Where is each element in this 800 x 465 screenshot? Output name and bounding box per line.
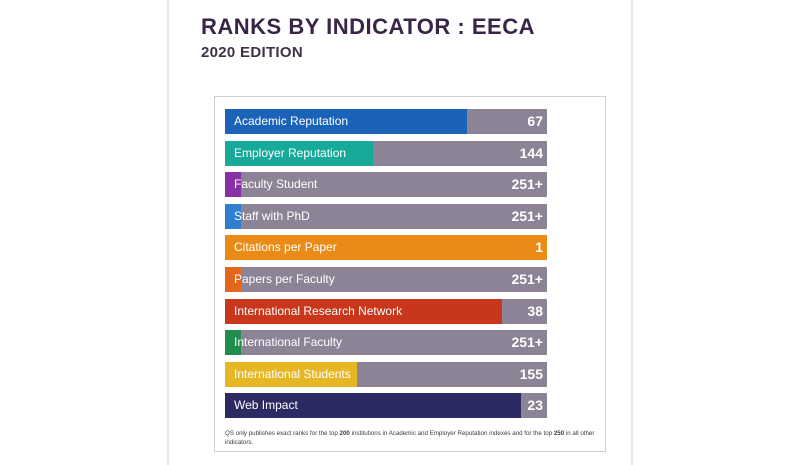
indicator-label: Papers per Faculty: [234, 271, 335, 286]
indicator-bar-fill: [225, 172, 242, 198]
indicator-bar-row: Employer Reputation 144: [225, 140, 547, 166]
page-subtitle: 2020 EDITION: [201, 44, 303, 61]
chart-panel: Academic Reputation 67 Employer Reputation…: [214, 96, 606, 452]
footnote-text-1: QS only publishes exact ranks for the to…: [225, 430, 340, 437]
indicator-bar-row: International Students 155: [225, 361, 547, 387]
indicator-bar-row: International Faculty 251+: [225, 330, 547, 356]
indicator-bar-row: Academic Reputation 67: [225, 109, 547, 134]
indicator-label: International Students: [234, 366, 351, 381]
indicator-rank: 144: [519, 144, 543, 161]
indicator-bar-fill: [225, 235, 547, 261]
indicator-bar-fill: [225, 330, 242, 356]
indicator-rank: 251+: [511, 207, 543, 224]
indicator-label: Employer Reputation: [234, 145, 347, 160]
indicator-rank: 251+: [511, 270, 543, 287]
indicator-bar-row: Faculty Student 251+: [225, 172, 547, 198]
indicator-label: Web Impact: [234, 398, 298, 413]
right-border: [631, 0, 633, 465]
indicator-bar-fill: [225, 298, 502, 324]
indicator-label: Staff with PhD: [234, 208, 310, 223]
indicator-bar-row: Papers per Faculty 251+: [225, 266, 547, 292]
indicator-bar-fill: [225, 203, 242, 229]
indicator-rank: 67: [527, 113, 543, 129]
indicator-bar-row: Citations per Paper 1: [225, 235, 547, 261]
indicator-label: Faculty Student: [234, 177, 318, 192]
indicator-rank: 23: [527, 397, 543, 414]
footnote-text-3: in all other indicators.: [225, 430, 595, 446]
indicator-bar-row: International Research Network 38: [225, 298, 547, 324]
indicator-bar-fill: [225, 109, 467, 134]
page-title: RANKS BY INDICATOR : EECA: [201, 14, 535, 39]
footnote-number-2: 250: [553, 430, 565, 437]
indicator-rank: 38: [527, 302, 543, 319]
indicator-bar-fill: [225, 361, 358, 387]
indicator-label: Academic Reputation: [234, 114, 349, 128]
indicator-bar-row: Staff with PhD 251+: [225, 203, 547, 229]
indicator-bar-fill: [225, 393, 522, 419]
indicator-rank: 251+: [511, 334, 543, 351]
indicator-rank: 1: [535, 239, 543, 256]
footnote-text-2: institutions in Academic and Employer Re…: [349, 430, 554, 437]
indicator-label: Citations per Paper: [234, 240, 337, 255]
indicator-bars: Academic Reputation 67 Employer Reputation…: [225, 109, 547, 425]
footnote-number-1: 200: [339, 430, 350, 437]
indicator-label: International Research Network: [234, 303, 403, 318]
indicator-bar-fill: [225, 266, 242, 292]
indicator-rank: 155: [519, 365, 543, 382]
left-border: [167, 0, 169, 465]
indicator-bar-fill: [225, 140, 374, 166]
indicator-bar-row: Web Impact 23: [225, 393, 547, 419]
indicator-rank: 251+: [511, 176, 543, 193]
indicator-label: International Faculty: [234, 335, 343, 350]
footnote: QS only publishes exact ranks for the to…: [225, 429, 597, 447]
